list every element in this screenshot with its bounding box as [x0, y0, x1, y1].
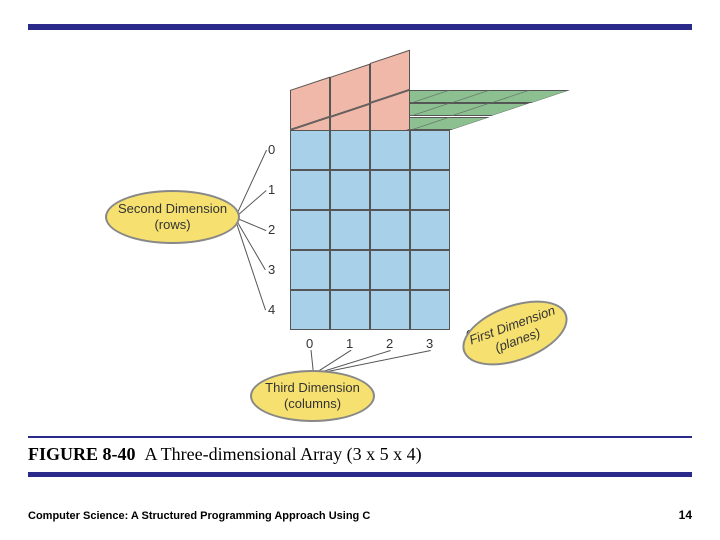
col-index: 0	[306, 336, 313, 351]
front-cell	[370, 250, 410, 290]
front-cell	[290, 250, 330, 290]
front-cell	[370, 130, 410, 170]
leader-line	[235, 150, 267, 217]
front-cell	[410, 170, 450, 210]
front-cell	[410, 250, 450, 290]
row-index: 4	[268, 302, 275, 317]
cube	[290, 90, 570, 330]
front-cell	[290, 130, 330, 170]
front-cell	[330, 130, 370, 170]
caption-rule-bottom	[28, 472, 692, 477]
page-number: 14	[679, 508, 692, 522]
figure-title: A Three-dimensional Array (3 x 5 x 4)	[145, 444, 422, 464]
front-cell	[330, 170, 370, 210]
footer-text: Computer Science: A Structured Programmi…	[28, 510, 370, 522]
row-index: 3	[268, 262, 275, 277]
col-index: 2	[386, 336, 393, 351]
front-cell	[370, 170, 410, 210]
second-dim-text: Second Dimension (rows)	[107, 201, 238, 232]
front-cell	[370, 290, 410, 330]
caption-rule-top	[28, 436, 692, 438]
row-index: 1	[268, 182, 275, 197]
figure-caption: FIGURE 8-40 A Three-dimensional Array (3…	[28, 444, 422, 465]
front-cell	[290, 210, 330, 250]
front-cell	[290, 170, 330, 210]
row-index: 2	[268, 222, 275, 237]
front-face	[290, 130, 450, 330]
second-dimension-label: Second Dimension (rows)	[105, 190, 240, 244]
front-cell	[370, 210, 410, 250]
col-index: 1	[346, 336, 353, 351]
front-cell	[290, 290, 330, 330]
front-cell	[410, 210, 450, 250]
third-dimension-label: Third Dimension (columns)	[250, 370, 375, 422]
front-cell	[410, 130, 450, 170]
front-cell	[330, 210, 370, 250]
col-index: 3	[426, 336, 433, 351]
third-dim-text: Third Dimension (columns)	[252, 380, 373, 411]
front-cell	[330, 250, 370, 290]
front-cell	[330, 290, 370, 330]
top-rule	[28, 24, 692, 30]
figure-number: FIGURE 8-40	[28, 444, 136, 464]
front-cell	[410, 290, 450, 330]
row-index: 0	[268, 142, 275, 157]
array-3d-diagram: 01234 0123 012 Second Dimension (rows) T…	[120, 80, 600, 400]
